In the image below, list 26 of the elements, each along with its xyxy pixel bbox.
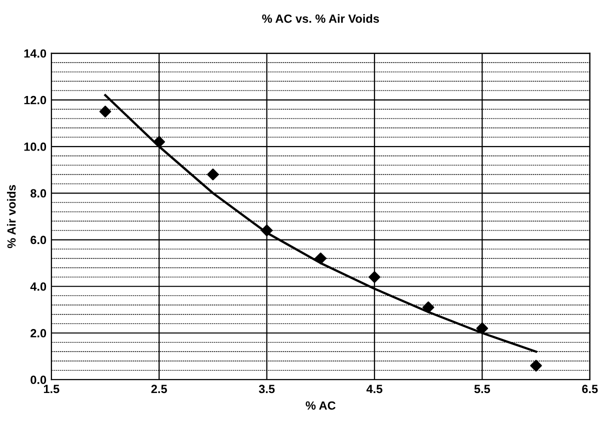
y-tick-label: 10.0 [24,142,46,151]
y-tick-label: 0.0 [30,376,46,384]
point [207,168,219,180]
point [476,322,488,334]
y-axis-title: % Air voids [7,185,16,248]
point [422,301,434,314]
x-axis-title: % AC [306,401,336,410]
point [153,136,166,148]
y-tick-label: 4.0 [30,282,46,291]
x-tick-label: 2.5 [151,384,167,394]
point [314,252,327,264]
y-tick-label: 6.0 [30,236,46,244]
y-tick-label: 8.0 [30,189,46,198]
y-tick-label: 12.0 [24,96,46,104]
x-tick-label: 5.5 [474,384,490,394]
y-tick-label: 14.0 [24,49,46,58]
point [260,224,273,236]
chart-title: % AC vs. % Air Voids [262,14,379,23]
x-tick-label: 4.5 [366,384,382,394]
y-tick-label: 2.0 [30,329,46,338]
x-tick-label: 6.5 [582,384,598,394]
point [530,360,542,372]
x-tick-label: 1.5 [44,384,60,394]
x-tick-label: 3.5 [258,384,275,394]
point [368,271,380,283]
point [99,106,112,118]
